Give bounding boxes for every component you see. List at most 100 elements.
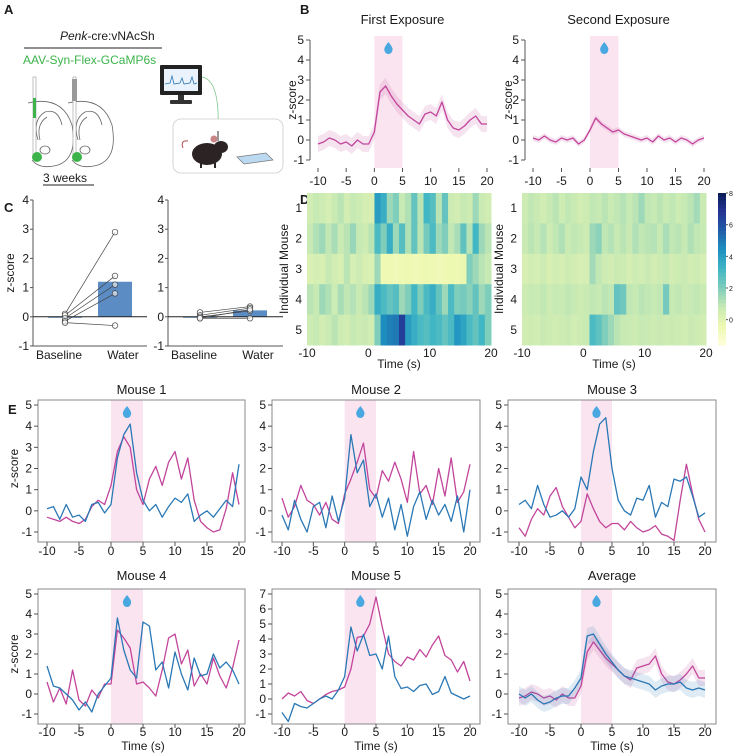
heatmap-cell bbox=[307, 314, 314, 346]
heatmap-cell bbox=[644, 223, 652, 255]
chart-e-11 bbox=[504, 588, 717, 728]
heatmap-cell bbox=[693, 314, 701, 346]
heatmap-cell bbox=[540, 314, 548, 346]
series-line-1 bbox=[518, 633, 706, 705]
heatmap-cell bbox=[632, 284, 640, 316]
heatmap-cell bbox=[307, 253, 314, 285]
heatmap-cell bbox=[460, 223, 467, 255]
heatmap-cell bbox=[435, 223, 443, 255]
heatmap-cell bbox=[331, 314, 339, 346]
heatmap-cell bbox=[571, 314, 578, 346]
heatmap-cell bbox=[356, 193, 363, 224]
heatmap-cell bbox=[386, 193, 394, 224]
heatmap-cell bbox=[325, 253, 333, 285]
heatmap-cell bbox=[540, 193, 548, 224]
y-tick-label: -1 bbox=[21, 707, 32, 721]
colorbar-segment bbox=[718, 318, 726, 323]
heatmap-cell bbox=[552, 253, 560, 285]
x-tick-label: 20 bbox=[232, 725, 246, 739]
heatmap-cell bbox=[577, 223, 584, 255]
colorbar-segment bbox=[718, 204, 726, 209]
water-delivery-window bbox=[344, 589, 376, 724]
heatmap-cell bbox=[362, 284, 369, 316]
y-tick-label: 1 bbox=[259, 677, 266, 691]
heatmap-cell bbox=[356, 314, 363, 346]
heatmap-cell bbox=[441, 253, 449, 285]
x-tick-label: -5 bbox=[556, 174, 567, 188]
heatmap-cell bbox=[534, 314, 541, 346]
heatmap-cell bbox=[522, 314, 529, 346]
heatmap-cell bbox=[399, 223, 406, 255]
x-tick-label: 0 bbox=[365, 346, 372, 360]
chart-e-8 bbox=[504, 399, 717, 546]
heatmap-cell bbox=[558, 253, 566, 285]
chart-title: Mouse 1 bbox=[117, 382, 167, 397]
heatmap-cell bbox=[448, 314, 455, 346]
heatmap-cell bbox=[638, 253, 646, 285]
data-point bbox=[196, 315, 204, 322]
heatmap-cell bbox=[669, 193, 676, 224]
x-tick-label: 15 bbox=[667, 544, 681, 558]
category-label: Water bbox=[107, 348, 139, 362]
heatmap-cell bbox=[528, 193, 535, 224]
heatmap-cell bbox=[540, 253, 548, 285]
y-axis-label: z-score bbox=[285, 80, 299, 120]
y-tick-label: 2 bbox=[297, 93, 304, 107]
heatmap-cell bbox=[693, 193, 701, 224]
heatmap-cell bbox=[607, 253, 615, 285]
error-band bbox=[533, 115, 704, 147]
y-tick-label: 2 bbox=[259, 662, 266, 676]
y-tick-label: 2 bbox=[157, 251, 164, 265]
heatmap-cell bbox=[626, 223, 633, 255]
heatmap-cell bbox=[392, 253, 400, 285]
heatmap-cell bbox=[528, 223, 535, 255]
x-tick-label: 10 bbox=[636, 725, 650, 739]
x-tick-label: 10 bbox=[423, 346, 437, 360]
heatmap-cell bbox=[362, 193, 369, 224]
heatmap-cell bbox=[540, 284, 548, 316]
y-tick-label: 2 bbox=[495, 647, 502, 661]
heatmap-cell bbox=[429, 253, 437, 285]
row-label: 4 bbox=[510, 292, 517, 306]
x-tick-label: 5 bbox=[609, 725, 616, 739]
y-axis-label: Individual Mouse bbox=[492, 224, 506, 314]
heatmap-cell bbox=[675, 314, 682, 346]
heatmap-cell bbox=[435, 193, 443, 224]
injection-site-icon bbox=[72, 152, 82, 162]
x-tick-label: 10 bbox=[640, 174, 654, 188]
heatmap-cell bbox=[478, 284, 486, 316]
heatmap-cell bbox=[620, 193, 627, 224]
x-axis-label: Time (s) bbox=[354, 739, 398, 753]
series-line-0 bbox=[46, 436, 240, 533]
y-axis-label: Individual Mouse bbox=[277, 224, 291, 314]
heatmap-cell bbox=[663, 314, 670, 346]
x-tick-label: -10 bbox=[513, 346, 531, 360]
y-tick-label: 2 bbox=[25, 647, 32, 661]
x-tick-label: 5 bbox=[140, 544, 147, 558]
heatmap-cell bbox=[675, 223, 682, 255]
heatmap-cell bbox=[362, 314, 369, 346]
y-tick-label: 3 bbox=[22, 222, 29, 236]
panel-label-e: E bbox=[8, 402, 17, 417]
chart-e-9 bbox=[34, 588, 246, 728]
heatmap-cell bbox=[331, 284, 339, 316]
heatmap-cell bbox=[423, 314, 431, 346]
y-tick-label: 1 bbox=[25, 667, 32, 681]
heatmap-cell bbox=[405, 284, 412, 316]
heatmap-cell bbox=[337, 314, 345, 346]
heatmap-cell bbox=[687, 314, 695, 346]
x-tick-label: 20 bbox=[697, 174, 711, 188]
heatmap-cell bbox=[522, 193, 529, 224]
y-axis-label: z-score bbox=[501, 80, 515, 120]
genotype-label: Penk-cre:vNAcSh bbox=[60, 29, 155, 43]
heatmap-cell bbox=[362, 223, 369, 255]
heatmap-cell bbox=[331, 253, 339, 285]
heatmap-cell bbox=[460, 284, 467, 316]
heatmap-cell bbox=[693, 284, 701, 316]
heatmap-cell bbox=[349, 284, 357, 316]
colorbar-segment bbox=[718, 200, 726, 205]
heatmap-cell bbox=[399, 314, 406, 346]
x-tick-label: 20 bbox=[480, 174, 494, 188]
colorbar-segment bbox=[718, 284, 726, 289]
heatmap-cell bbox=[675, 284, 682, 316]
